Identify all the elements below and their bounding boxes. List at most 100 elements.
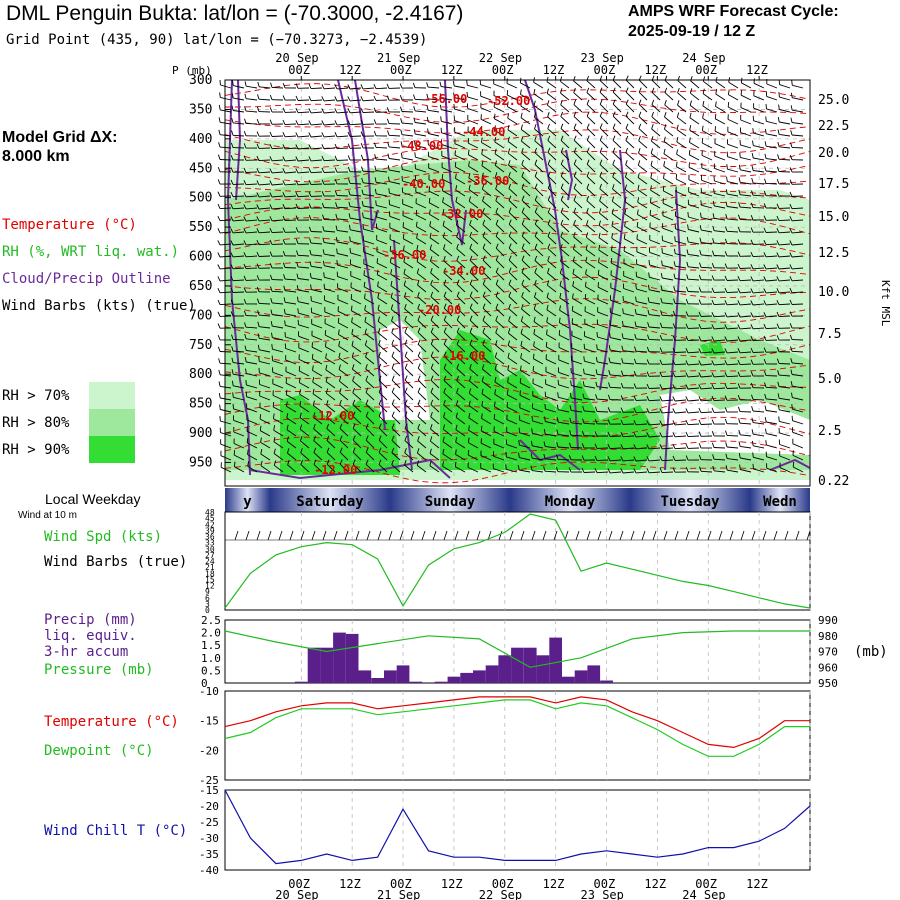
wind-barb-flag: [599, 196, 602, 202]
surface-wind-barb: [267, 530, 272, 541]
wind-barb-staff: [310, 242, 323, 245]
wind-barb-staff: [313, 464, 323, 473]
wind-barb-staff: [390, 262, 401, 269]
wind-barb-staff: [481, 393, 492, 401]
wind-barb-staff: [560, 175, 570, 185]
wind-barb-flag: [339, 459, 343, 465]
wind-barb-staff: [391, 403, 401, 413]
wind-barb-staff: [323, 230, 336, 233]
wind-barb-flag: [763, 335, 767, 341]
wind-barb-staff: [753, 107, 765, 113]
wind-barb-staff: [349, 87, 362, 90]
wind-barb-staff: [310, 147, 323, 150]
wind-barb-flag: [482, 279, 486, 285]
surface-wind-barb: [586, 530, 591, 541]
wind-tick: 9: [205, 588, 210, 597]
precip-bar: [562, 676, 575, 683]
wind-tick: 6: [205, 594, 210, 603]
weekday-label: Tuesday: [660, 494, 720, 510]
wind-barb-staff: [638, 128, 648, 137]
wind-barb-flag: [573, 111, 577, 117]
wind-barb-flag: [334, 179, 338, 185]
wind-barb-staff: [573, 175, 583, 185]
wind-barb-flag: [283, 274, 286, 280]
top-hour-tick: 00Z: [695, 63, 717, 77]
wind-barb-staff: [273, 441, 284, 449]
wind-barb-staff: [597, 286, 609, 293]
wind-barb-staff: [480, 467, 492, 473]
wind-barb-staff: [648, 471, 661, 474]
wind-barb-staff: [363, 217, 375, 221]
wind-barb-staff: [573, 187, 583, 197]
wind-barb-flag: [456, 363, 460, 369]
wind-barb-flag: [506, 89, 509, 96]
wind-barb-flag: [364, 316, 367, 322]
wind-barb-flag: [637, 209, 639, 215]
wind-barb-flag: [495, 340, 498, 346]
wind-barb-flag: [543, 453, 546, 459]
wind-barb-staff: [389, 238, 401, 245]
wind-barb-staff: [310, 99, 323, 102]
wind-barb-flag: [595, 381, 598, 387]
wind-barb-flag: [646, 444, 650, 450]
wind-barb-staff: [324, 311, 336, 317]
wind-barb-staff: [246, 338, 258, 341]
wind-barb-flag: [430, 327, 434, 333]
wind-barb-staff: [287, 452, 297, 461]
wind-barb-staff: [429, 249, 440, 257]
wind-barb-flag: [724, 372, 728, 377]
model-grid-label: Model Grid ΔX: 8.000 km: [2, 128, 118, 166]
wind-barb-flag: [404, 447, 407, 453]
wind-barb-flag: [791, 404, 793, 410]
wind-barb-flag: [456, 303, 460, 309]
wind-barb-staff: [534, 284, 544, 293]
wind-barb-flag: [218, 142, 221, 148]
wind-barb-flag: [530, 453, 533, 459]
wind-barb-staff: [311, 335, 323, 341]
wind-barb-flag: [417, 411, 421, 417]
wind-barb-staff: [521, 176, 531, 185]
wind-barb-flag: [269, 168, 273, 174]
wind-barb-flag: [404, 304, 407, 310]
wind-barb-staff: [700, 375, 713, 378]
wind-barb-staff: [740, 156, 752, 161]
wind-barb-staff: [676, 153, 687, 161]
pressure-unit-label: (mb): [854, 644, 888, 660]
wind-barb-staff: [792, 374, 804, 377]
wind-barb-staff: [547, 223, 557, 233]
wind-barb-flag: [750, 324, 754, 329]
wind-barb-staff: [753, 157, 765, 161]
wind-barb-flag: [351, 364, 355, 370]
wind-barb-flag: [672, 310, 676, 316]
wind-barb-flag: [218, 358, 221, 364]
wind-barb-flag: [594, 455, 598, 461]
wind-barb-staff: [365, 403, 375, 413]
wind-barb-staff: [726, 230, 739, 233]
legend-wind: Wind Barbs (kts) (true): [2, 298, 196, 314]
wind-barb-staff: [650, 202, 661, 209]
wind-barb-flag: [521, 243, 525, 249]
wind-barb-flag: [482, 352, 485, 358]
wind-barb-flag: [273, 460, 277, 466]
wind-barb-flag: [750, 215, 754, 221]
wind-barb-flag: [547, 171, 551, 177]
wind-barb-staff: [429, 214, 440, 221]
wind-barb-staff: [480, 130, 492, 137]
wind-barb-staff: [389, 204, 401, 209]
wind-barb-flag: [724, 312, 728, 318]
wind-barb-flag: [506, 389, 509, 395]
wind-barb-flag: [620, 395, 624, 401]
wind-barb-flag: [244, 357, 247, 363]
wind-barb-flag: [776, 252, 780, 258]
wind-barb-staff: [378, 368, 388, 377]
wind-barb-flag: [218, 129, 221, 135]
wind-barb-staff: [363, 251, 375, 257]
wind-barb-staff: [376, 193, 388, 197]
wind-barb-flag: [521, 231, 525, 237]
wind-barb-flag: [750, 227, 754, 233]
wind-barb-staff: [573, 212, 583, 221]
wind-barb-staff: [430, 367, 440, 377]
wind-barb-staff: [611, 225, 622, 233]
wind-barb-flag: [737, 251, 741, 257]
wind-barb-staff: [480, 118, 492, 125]
